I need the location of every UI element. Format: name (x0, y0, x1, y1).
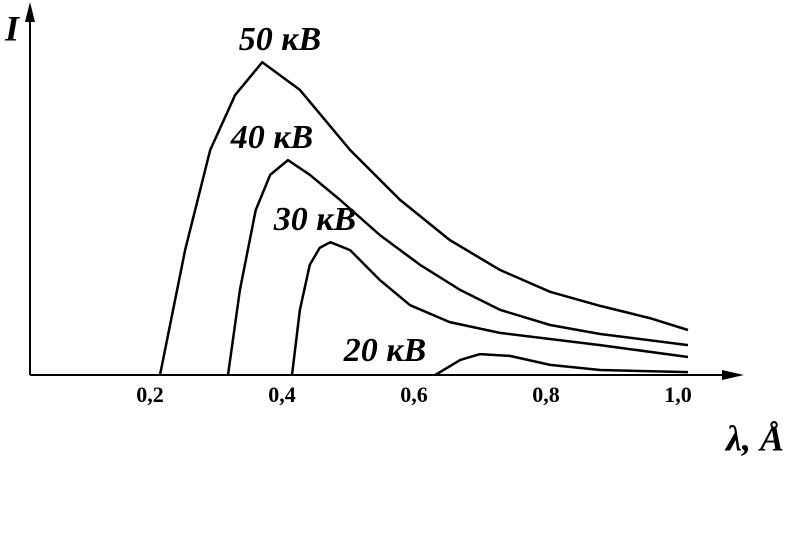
series-line (158, 60, 689, 376)
y-axis-arrow (25, 2, 35, 22)
x-axis-label: λ, Å (724, 418, 784, 458)
series-label: 30 кВ (273, 201, 356, 238)
x-tick-label: 0,2 (136, 382, 164, 407)
series-line (434, 352, 689, 377)
x-tick-label: 1,0 (664, 382, 692, 407)
series-line (226, 158, 689, 376)
series-label: 50 кВ (239, 21, 321, 58)
series-label: 40 кВ (230, 119, 313, 156)
x-tick-label: 0,4 (268, 382, 296, 407)
series-line (290, 240, 689, 376)
x-axis-arrow (722, 370, 744, 380)
x-tick-label: 0,8 (532, 382, 560, 407)
series-label: 20 кВ (343, 332, 426, 369)
x-tick-label: 0,6 (400, 382, 428, 407)
y-axis-label: I (4, 8, 21, 48)
